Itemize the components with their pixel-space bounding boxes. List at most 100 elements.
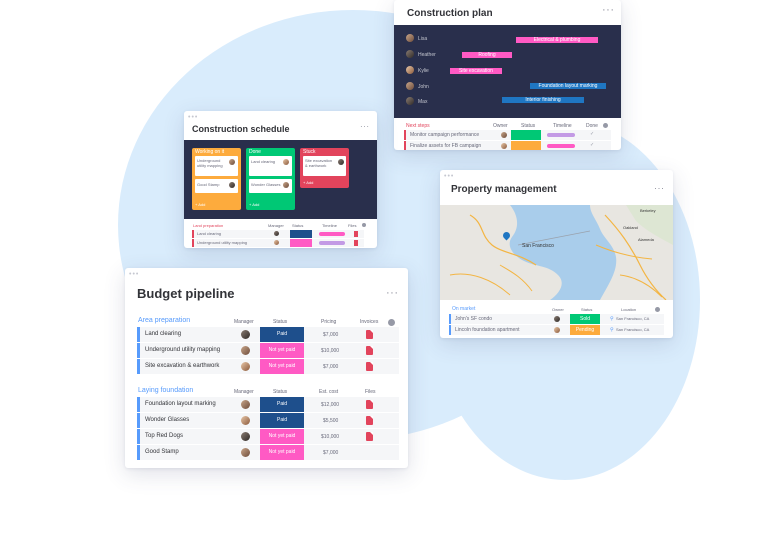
status-cell[interactable] xyxy=(290,230,312,238)
status-cell[interactable]: Sold xyxy=(570,314,600,324)
status-cell[interactable]: Not yet paid xyxy=(260,359,304,374)
table-row[interactable]: Underground utility mapping Not yet paid… xyxy=(137,343,399,358)
avatar xyxy=(406,66,414,74)
status-cell[interactable]: Not yet paid xyxy=(260,429,304,444)
kanban-column: Done Land clearing Wonder Glasses + Add xyxy=(246,148,295,210)
avatar xyxy=(406,97,414,105)
table-row[interactable]: Top Red Dogs Not yet paid $10,000 xyxy=(137,429,399,444)
card-title: Site excavation & earthwork xyxy=(305,158,333,168)
file-icon[interactable] xyxy=(354,240,358,246)
file-icon[interactable] xyxy=(366,432,373,441)
status-cell[interactable]: Not yet paid xyxy=(260,343,304,358)
status-cell[interactable] xyxy=(290,239,312,247)
avatar xyxy=(406,34,414,42)
file-icon[interactable] xyxy=(366,362,373,371)
status-cell[interactable]: Paid xyxy=(260,327,304,342)
file-icon[interactable] xyxy=(366,400,373,409)
gantt-bar[interactable]: Roofing xyxy=(462,52,512,58)
row-name: Site excavation & earthwork xyxy=(145,363,220,369)
window-dots: ••• xyxy=(129,271,140,278)
group-label[interactable]: Area preparation xyxy=(138,317,191,324)
avatar xyxy=(241,330,250,339)
timeline-bar xyxy=(547,133,575,137)
table-row[interactable]: Finalize assets for FB campaign ✓ xyxy=(404,141,611,150)
status-cell[interactable]: Paid xyxy=(260,397,304,412)
avatar xyxy=(229,182,235,188)
kanban-card[interactable]: Good Stamp xyxy=(195,179,238,193)
add-card-link[interactable]: + Add xyxy=(249,202,260,207)
table-row[interactable]: Land clearing Paid $7,000 xyxy=(137,327,399,342)
column-header: Timeline xyxy=(553,123,572,129)
column-header: Files xyxy=(365,389,376,395)
file-icon[interactable] xyxy=(366,346,373,355)
check-icon[interactable]: ✓ xyxy=(590,131,595,137)
settings-icon[interactable] xyxy=(603,123,608,128)
more-menu-icon[interactable]: ··· xyxy=(386,287,399,299)
avatar xyxy=(501,132,507,138)
status-cell[interactable]: Pending xyxy=(570,325,600,335)
avatar xyxy=(229,159,235,165)
gantt-bar[interactable]: Electrical & plumbing xyxy=(516,37,598,43)
column-header: Owner xyxy=(552,307,564,312)
group-label: On market xyxy=(452,306,476,312)
avatar xyxy=(406,82,414,90)
kanban-card[interactable]: Land clearing xyxy=(249,156,292,176)
table-row[interactable]: Foundation layout marking Paid $12,000 xyxy=(137,397,399,412)
gantt-panel: Lisa Heather Kylie John Max Electrical &… xyxy=(394,25,621,118)
map-view[interactable]: San Francisco Oakland Alameda Berkeley xyxy=(440,205,673,300)
kanban-card[interactable]: Wonder Glasses xyxy=(249,179,292,193)
check-icon[interactable]: ✓ xyxy=(590,142,595,148)
table-row[interactable]: Underground utility mapping xyxy=(192,239,364,247)
add-card-link[interactable]: + Add xyxy=(303,180,314,185)
file-icon[interactable] xyxy=(366,330,373,339)
add-card-link[interactable]: + Add xyxy=(195,202,206,207)
status-cell[interactable] xyxy=(511,141,541,150)
kanban-card[interactable]: Underground utility mapping xyxy=(195,156,238,176)
table-row[interactable]: Wonder Glasses Paid $5,500 xyxy=(137,413,399,428)
amount-cell: $7,000 xyxy=(323,450,339,456)
settings-icon[interactable] xyxy=(655,307,660,312)
table-row[interactable]: John's SF condo Sold ⚲ San Francisco, CA xyxy=(449,314,664,324)
avatar xyxy=(241,448,250,457)
location-pin-icon: ⚲ xyxy=(610,316,614,322)
construction-plan-board: Construction plan ··· Lisa Heather Kylie… xyxy=(394,0,621,150)
settings-icon[interactable] xyxy=(388,319,395,326)
card-title: Good Stamp xyxy=(197,182,220,187)
more-menu-icon[interactable]: ··· xyxy=(602,4,615,16)
person-name: Kylie xyxy=(418,68,429,74)
gantt-bar[interactable]: Interior finishing xyxy=(502,97,584,103)
window-dots: ••• xyxy=(444,173,455,180)
column-header: Done xyxy=(586,123,598,129)
table-row[interactable]: Good Stamp Not yet paid $7,000 xyxy=(137,445,399,460)
timeline-bar xyxy=(547,144,575,148)
file-icon[interactable] xyxy=(366,416,373,425)
table-row[interactable]: Site excavation & earthwork Not yet paid… xyxy=(137,359,399,374)
gantt-bar[interactable]: Foundation layout marking xyxy=(530,83,606,89)
board-title: Construction schedule xyxy=(192,124,290,134)
row-name: Wonder Glasses xyxy=(145,417,190,423)
settings-icon[interactable] xyxy=(362,223,366,227)
more-menu-icon[interactable]: ··· xyxy=(654,183,665,193)
gantt-bar[interactable]: Site excavation xyxy=(450,68,502,74)
row-name: Monitor campaign performance xyxy=(410,132,480,138)
table-row[interactable]: Lincoln foundation apartment Pending ⚲ S… xyxy=(449,325,664,335)
group-label[interactable]: Laying foundation xyxy=(138,387,194,394)
column-header: Est. cost xyxy=(319,389,339,395)
status-cell[interactable] xyxy=(511,130,541,140)
avatar xyxy=(283,182,289,188)
status-cell[interactable]: Not yet paid xyxy=(260,445,304,460)
map-svg xyxy=(440,205,673,300)
table-row[interactable]: Land clearing xyxy=(192,230,364,238)
table-row[interactable]: Monitor campaign performance ✓ xyxy=(404,130,611,140)
group-label: Next steps xyxy=(406,123,430,129)
amount-cell: $10,000 xyxy=(321,348,340,354)
file-icon[interactable] xyxy=(354,231,358,237)
status-cell[interactable]: Paid xyxy=(260,413,304,428)
avatar xyxy=(283,159,289,165)
kanban-card[interactable]: Site excavation & earthwork xyxy=(303,156,346,176)
amount-cell: $5,500 xyxy=(323,418,339,424)
board-title: Budget pipeline xyxy=(137,286,235,301)
card-title: Wonder Glasses xyxy=(251,182,281,187)
column-header: Location xyxy=(621,307,637,312)
more-menu-icon[interactable]: ··· xyxy=(360,122,370,131)
